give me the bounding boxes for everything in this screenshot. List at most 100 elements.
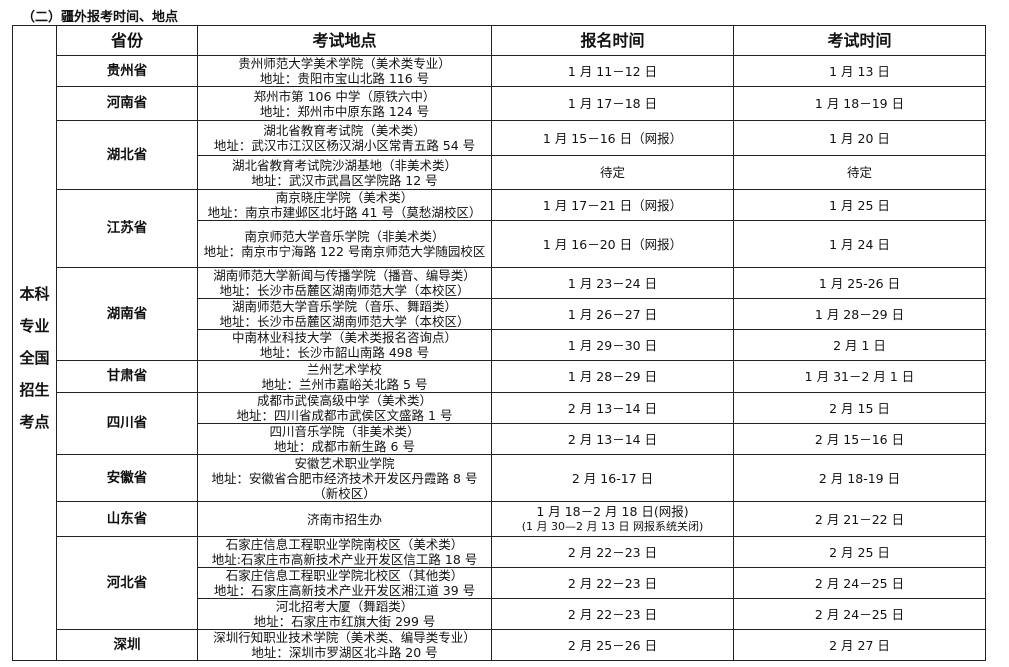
exam-time-cell: 1 月 13 日 [733,55,986,87]
table-row: 安徽省 安徽艺术职业学院 地址：安徽省合肥市经济技术开发区丹霞路 8 号（新校区） 2… [13,454,986,502]
header-location: 考试地点 [197,25,492,56]
location-cell: 中南林业科技大学（美术类报名咨询点） 地址：长沙市韶山南路 498 号 [197,329,492,361]
location-cell: 郑州市第 106 中学（原铁六中） 地址：郑州市中原东路 124 号 [197,86,492,121]
exam-time-cell: 待定 [733,155,986,190]
location-line: 湖南师范大学新闻与传播学院（播音、编导类） [213,268,476,284]
register-time-line: (1 月 30—2 月 13 日 网报系统关闭) [521,520,704,533]
location-line: 济南市招生办 [306,511,382,527]
section-title: （二）疆外报考时间、地点 [22,10,179,25]
register-time-cell: 2 月 22－23 日 [491,567,734,599]
category-label: 本科 专业 全国 招生 考点 [12,55,57,661]
location-line: 地址：安徽省合肥市经济技术开发区丹霞路 8 号（新校区） [211,470,478,501]
register-time-line: 1 月 29－30 日 [567,337,658,353]
category-label-line: 专业 [19,316,50,335]
register-time-line: 1 月 28－29 日 [567,369,658,384]
location-line: 地址：长沙市岳麓区湖南师范大学（本校区） [219,314,470,329]
register-time-line: 1 月 26－27 日 [567,306,658,322]
location-cell: 湖北省教育考试院（美术类） 地址：武汉市江汉区杨汉湖小区常青五路 54 号 [197,120,492,156]
register-time-cell: 1 月 17－18 日 [491,86,734,121]
register-time-line: 1 月 18－2 月 18 日(网报) [536,504,689,519]
exam-time-cell: 1 月 18－19 日 [733,86,986,121]
exam-time-cell: 2 月 25 日 [733,536,986,568]
table-row: 湖北省 湖北省教育考试院（美术类） 地址：武汉市江汉区杨汉湖小区常青五路 54 号 1… [13,120,986,190]
location-cell: 四川音乐学院（非美术类） 地址：成都市新生路 6 号 [197,423,492,455]
location-cell: 湖南师范大学新闻与传播学院（播音、编导类） 地址：长沙市岳麓区湖南师范大学（本校区… [197,267,492,299]
register-time-cell: 2 月 13－14 日 [491,392,734,424]
location-cell: 湖南师范大学音乐学院（音乐、舞蹈类） 地址：长沙市岳麓区湖南师范大学（本校区） [197,298,492,330]
province-cell: 山东省 [56,501,198,537]
table-row: 湖南师范大学音乐学院（音乐、舞蹈类） 地址：长沙市岳麓区湖南师范大学（本校区） 1 … [13,298,986,330]
location-cell: 南京晓庄学院（美术类） 地址：南京市建邺区北圩路 41 号（莫愁湖校区） [197,189,492,221]
register-time-line: 待定 [599,165,625,180]
location-cell: 湖北省教育考试院沙湖基地（非美术类） 地址：武汉市武昌区学院路 12 号 [197,155,492,190]
location-line: 地址：成都市新生路 6 号 [274,439,415,454]
location-line: 地址:石家庄市高新技术产业开发区信工路 18 号 [211,552,478,567]
register-time-line: 1 月 23－24 日 [567,275,658,291]
province-cell: 四川省 [56,392,198,455]
location-line: 地址：兰州市嘉峪关北路 5 号 [261,376,428,392]
table-row: 中南林业科技大学（美术类报名咨询点） 地址：长沙市韶山南路 498 号 1 月 29… [13,329,986,361]
category-label-line: 本科 [19,284,50,303]
location-line: 兰州艺术学校 [306,361,382,377]
table-row: 湖北省教育考试院沙湖基地（非美术类） 地址：武汉市武昌区学院路 12 号 待定 待定 [13,155,986,190]
register-time-cell: 2 月 16-17 日 [491,454,734,502]
exam-time-cell: 2 月 18-19 日 [733,454,986,502]
location-line: 地址：石家庄高新技术产业开发区湘江道 39 号 [213,583,476,598]
register-time-cell: 2 月 13－14 日 [491,423,734,455]
table-row: 湖南省 湖南师范大学新闻与传播学院（播音、编导类） 地址：长沙市岳麓区湖南师范大学（… [13,267,986,361]
location-cell: 深圳行知职业技术学院（美术类、编导类专业） 地址：深圳市罗湖区北斗路 20 号 [197,629,492,661]
location-line: 地址：长沙市岳麓区湖南师范大学（本校区） [219,283,470,298]
register-time-line: 2 月 22－23 日 [567,606,658,622]
table-row: 本科 专业 全国 招生 考点 贵州省 贵州师范大学美术学院（美术类专业） 地址：贵阳市宝山北路… [12,55,986,661]
location-line: 地址：深圳市罗湖区北斗路 20 号 [251,645,438,660]
location-line: 地址：武汉市武昌区学院路 12 号 [251,172,438,188]
location-cell: 贵州师范大学美术学院（美术类专业） 地址：贵阳市宝山北路 116 号 [197,55,492,87]
register-time-line: 1 月 11－12 日 [567,63,658,79]
register-time-cell: 2 月 22－23 日 [491,598,734,630]
location-line: 深圳行知职业技术学院（美术类、编导类专业） [213,630,476,646]
exam-time-cell: 1 月 20 日 [733,120,986,156]
province-cell: 湖南省 [56,267,198,361]
table-row: 南京师范大学音乐学院（非美术类） 地址：南京市宁海路 122 号南京师范大学随园校… [13,220,986,268]
location-line: 地址：长沙市韶山南路 498 号 [259,345,430,360]
location-line: 石家庄信息工程职业学院南校区（美术类） [225,537,464,553]
register-time-line: 2 月 16-17 日 [571,470,654,486]
register-time-cell: 1 月 11－12 日 [491,55,734,87]
location-cell: 兰州艺术学校 地址：兰州市嘉峪关北路 5 号 [197,360,492,393]
location-cell: 石家庄信息工程职业学院北校区（其他类） 地址：石家庄高新技术产业开发区湘江道 39… [197,567,492,599]
register-time-line: 2 月 13－14 日 [567,431,658,447]
exam-time-cell: 2 月 21－22 日 [733,501,986,537]
location-cell: 成都市武侯高级中学（美术类） 地址：四川省成都市武侯区文盛路 1 号 [197,392,492,424]
location-cell: 石家庄信息工程职业学院南校区（美术类） 地址:石家庄市高新技术产业开发区信工路 1… [197,536,492,568]
location-line: 安徽艺术职业学院 [294,455,395,471]
register-time-cell: 1 月 17－21 日（网报） [491,189,734,221]
location-line: 成都市武侯高级中学（美术类） [256,393,432,409]
exam-time-cell: 2 月 15－16 日 [733,423,986,455]
exam-schedule-table: 省份 考试地点 报名时间 考试时间 本科 专业 全国 招生 考点 贵州省 贵州师范大学美术学… [12,25,986,661]
header-row: 省份 考试地点 报名时间 考试时间 [12,25,986,56]
location-line: 南京师范大学音乐学院（非美术类） [244,229,445,244]
register-time-cell: 2 月 22－23 日 [491,536,734,568]
location-line: 地址：贵阳市宝山北路 116 号 [259,71,430,86]
category-label-line: 考点 [19,412,50,431]
province-cell: 湖北省 [56,120,198,190]
register-time-line: 2 月 25－26 日 [567,637,658,653]
register-time-line: 2 月 22－23 日 [567,575,658,591]
province-cell: 江苏省 [56,189,198,268]
location-cell: 南京师范大学音乐学院（非美术类） 地址：南京市宁海路 122 号南京师范大学随园校… [197,220,492,268]
location-cell: 河北招考大厦（舞蹈类） 地址：石家庄市红旗大街 299 号 [197,598,492,630]
location-line: 地址：石家庄市红旗大街 299 号 [253,614,436,629]
register-time-cell: 1 月 23－24 日 [491,267,734,299]
table-row: 深圳 深圳行知职业技术学院（美术类、编导类专业） 地址：深圳市罗湖区北斗路 20 号… [13,629,986,661]
location-line: 地址：南京市宁海路 122 号南京师范大学随园校区 [203,244,486,259]
province-cell: 深圳 [56,629,198,661]
location-line: 贵州师范大学美术学院（美术类专业） [238,56,451,72]
exam-time-cell: 1 月 24 日 [733,220,986,268]
province-cell: 甘肃省 [56,360,198,393]
location-line: 地址：南京市建邺区北圩路 41 号（莫愁湖校区） [207,205,482,220]
side-header-blank [12,25,57,56]
exam-time-cell: 2 月 27 日 [733,629,986,661]
category-label-line: 全国 [19,348,50,367]
